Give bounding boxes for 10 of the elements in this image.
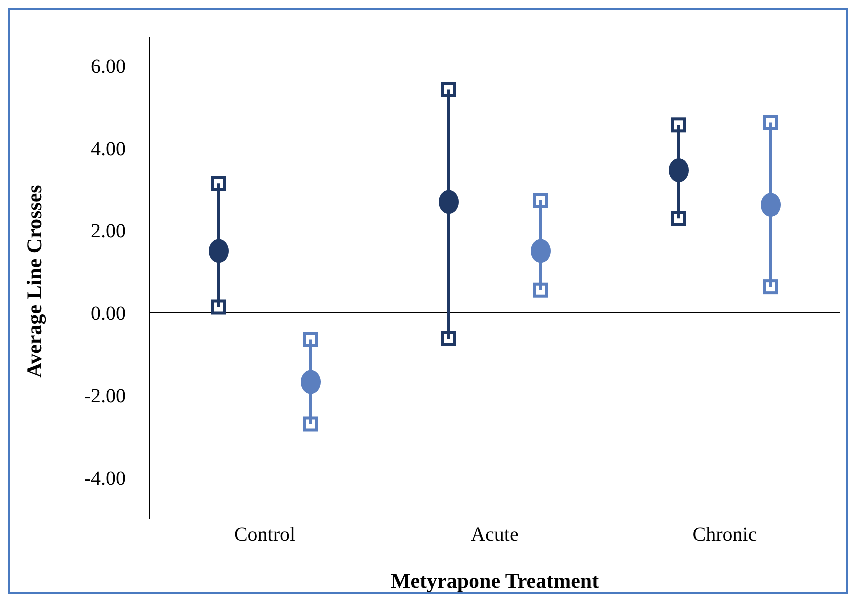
x-tick-label: Control xyxy=(234,524,296,546)
y-tick-label: 0.00 xyxy=(91,303,126,326)
x-tick-label: Chronic xyxy=(692,524,758,546)
y-tick-label: 6.00 xyxy=(91,56,126,78)
y-axis-title: Average Line Crosses xyxy=(22,185,46,378)
y-tick-label: 4.00 xyxy=(91,138,126,160)
y-tick-label: -2.00 xyxy=(84,386,126,408)
y-tick-label: -4.00 xyxy=(84,468,126,490)
y-tick-label: 2.00 xyxy=(91,220,126,243)
x-tick-label: Acute xyxy=(471,524,519,546)
